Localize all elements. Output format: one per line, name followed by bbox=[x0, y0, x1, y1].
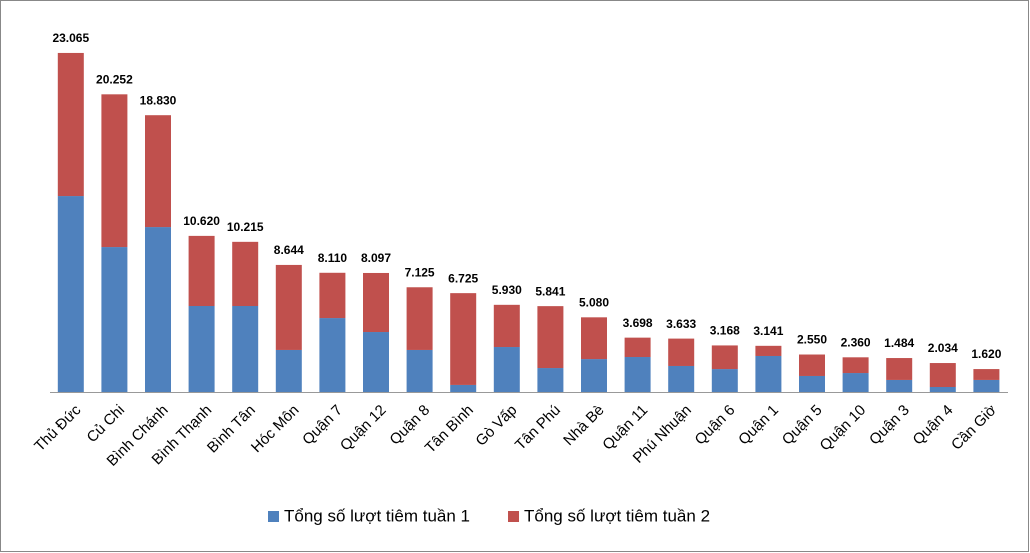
total-label: 2.360 bbox=[841, 335, 871, 349]
bar-segment bbox=[711, 369, 738, 392]
total-label: 5.080 bbox=[579, 295, 609, 309]
bar-segment bbox=[188, 306, 215, 392]
bar-segment bbox=[929, 363, 956, 388]
bar-segment bbox=[275, 349, 302, 392]
bar-segment bbox=[755, 355, 782, 392]
legend-label: Tổng số lượt tiêm tuần 1 bbox=[284, 506, 470, 525]
bar-segment bbox=[755, 345, 782, 356]
bar-segment bbox=[624, 337, 651, 358]
bar-segment bbox=[537, 306, 564, 369]
bar-segment bbox=[57, 196, 84, 392]
bar-segment bbox=[624, 357, 651, 392]
bar-segment bbox=[842, 357, 869, 374]
bar-segment bbox=[232, 241, 259, 307]
total-label: 3.168 bbox=[710, 324, 740, 338]
bar-segment bbox=[799, 354, 825, 376]
total-label: 5.841 bbox=[535, 284, 565, 298]
bar-segment bbox=[232, 306, 259, 392]
total-label: 10.215 bbox=[227, 220, 264, 234]
bar-segment bbox=[319, 272, 346, 319]
bar-segment bbox=[450, 293, 477, 385]
bar-segment bbox=[886, 358, 913, 380]
total-label: 3.698 bbox=[623, 316, 653, 330]
bar-segment bbox=[406, 287, 433, 350]
bar-segment bbox=[799, 375, 825, 392]
bar-segment bbox=[145, 115, 171, 228]
bar-segment bbox=[537, 368, 564, 392]
bar-segment bbox=[842, 373, 869, 392]
bar-segment bbox=[929, 387, 956, 392]
total-label: 18.830 bbox=[140, 93, 177, 107]
bar-segment bbox=[581, 359, 607, 392]
total-label: 2.034 bbox=[928, 341, 958, 355]
bar-segment bbox=[188, 235, 215, 307]
total-label: 1.484 bbox=[884, 336, 914, 350]
bar-segment bbox=[57, 52, 84, 197]
bar-segment bbox=[493, 304, 520, 348]
bar-segment bbox=[319, 318, 346, 392]
bar-segment bbox=[973, 369, 1000, 380]
total-label: 7.125 bbox=[405, 265, 435, 279]
total-label: 6.725 bbox=[448, 271, 478, 285]
bar-segment bbox=[101, 247, 128, 392]
bar-segment bbox=[363, 272, 389, 333]
bar-segment bbox=[406, 349, 433, 392]
total-label: 8.097 bbox=[361, 251, 391, 265]
bar-segment bbox=[145, 227, 171, 392]
total-label: 8.644 bbox=[274, 243, 304, 257]
total-label: 3.633 bbox=[666, 317, 696, 331]
bar-segment bbox=[450, 384, 477, 392]
total-label: 20.252 bbox=[96, 72, 133, 86]
total-label: 1.620 bbox=[971, 347, 1001, 361]
bar-segment bbox=[275, 264, 302, 350]
legend-swatch bbox=[508, 511, 520, 522]
bar-segment bbox=[886, 379, 913, 392]
total-label: 5.930 bbox=[492, 283, 522, 297]
bar-segment bbox=[363, 332, 389, 392]
bar-segment bbox=[493, 347, 520, 392]
bar-segment bbox=[101, 94, 128, 248]
bar-segment bbox=[711, 345, 738, 370]
total-label: 8.110 bbox=[318, 251, 348, 265]
legend-swatch bbox=[268, 511, 279, 522]
total-label: 10.620 bbox=[183, 214, 220, 228]
total-label: 3.141 bbox=[753, 324, 783, 338]
legend-label: Tổng số lượt tiêm tuần 2 bbox=[524, 506, 710, 525]
bar-segment bbox=[973, 379, 1000, 392]
bar-segment bbox=[668, 365, 695, 392]
bar-segment bbox=[668, 338, 695, 366]
total-label: 2.550 bbox=[797, 333, 827, 347]
total-label: 23.065 bbox=[52, 31, 89, 45]
bar-segment bbox=[581, 317, 607, 360]
